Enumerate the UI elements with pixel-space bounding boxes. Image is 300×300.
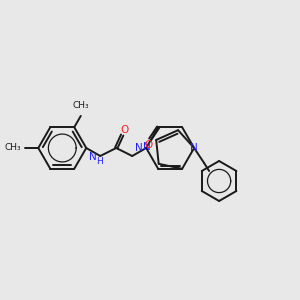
Text: N: N [143, 142, 151, 152]
Text: CH₃: CH₃ [72, 101, 89, 110]
Text: CH₃: CH₃ [5, 143, 21, 152]
Text: H: H [96, 158, 103, 166]
Text: N: N [135, 143, 143, 153]
Text: O: O [120, 125, 128, 135]
Text: N: N [89, 152, 97, 162]
Text: N: N [190, 143, 198, 153]
Text: O: O [144, 140, 152, 150]
